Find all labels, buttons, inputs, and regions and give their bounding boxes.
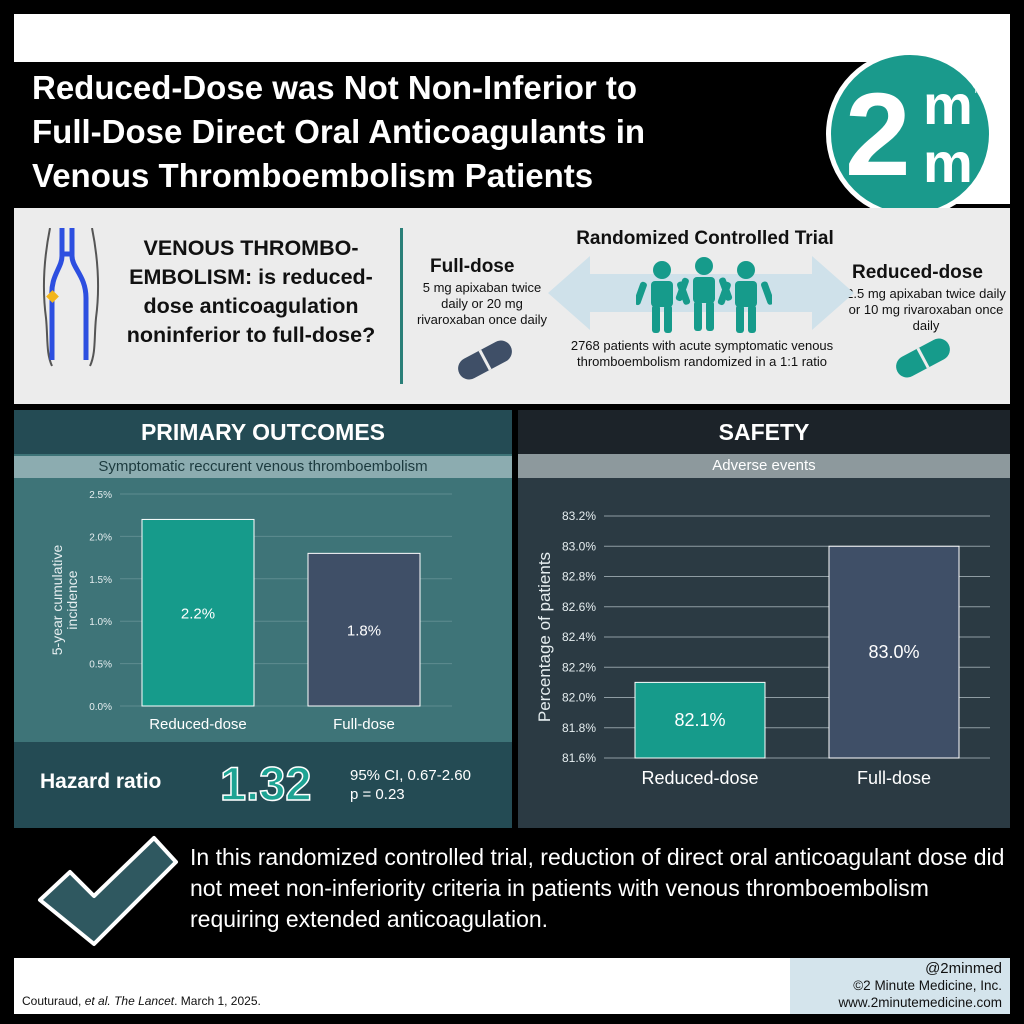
website-url: www.2minutemedicine.com <box>838 995 1002 1010</box>
x-category-label: Reduced-dose <box>641 768 758 788</box>
credit-box: @2minmed ©2 Minute Medicine, Inc. www.2m… <box>790 958 1010 1014</box>
y-tick-label: 2.0% <box>89 532 112 543</box>
x-category-label: Full-dose <box>333 716 395 733</box>
citation-author: Couturaud <box>22 994 79 1008</box>
pill-icon <box>458 340 512 380</box>
intro-band <box>14 208 1010 404</box>
y-tick-label: 82.0% <box>562 691 596 705</box>
y-axis-label: Percentage of patients <box>535 552 554 722</box>
y-tick-label: 1.5% <box>89 575 112 586</box>
p-value: p = 0.23 <box>350 786 405 803</box>
title-band <box>14 62 874 204</box>
pill-icon <box>896 338 950 378</box>
brand-logo: 2 m m TM <box>826 50 994 218</box>
bar-value-label: 83.0% <box>868 642 919 662</box>
patients-description: 2768 patients with acute symptomatic ven… <box>570 338 834 369</box>
full-dose-description: 5 mg apixaban twice daily or 20 mg rivar… <box>416 280 548 327</box>
leg-veins-icon <box>42 228 100 367</box>
title-line: Full-Dose Direct Oral Anticoagulants in <box>32 113 646 150</box>
y-tick-label: 82.6% <box>562 600 596 614</box>
citation: Couturaud, et al. The Lancet. March 1, 2… <box>22 994 261 1008</box>
checkmark-icon <box>38 836 178 946</box>
citation-date: . March 1, 2025. <box>174 994 261 1008</box>
bar-value-label: 1.8% <box>347 623 381 640</box>
intro-divider <box>400 228 403 384</box>
safety-chart: 81.6% 81.8% 82.0% 82.2% 82.4% 82.6% 82.8% 83.0%… <box>535 509 990 788</box>
bar <box>141 518 255 707</box>
reduced-dose-description: 2.5 mg apixaban twice daily or 10 mg riv… <box>846 286 1006 333</box>
y-tick-label: 81.8% <box>562 721 596 735</box>
primary-outcomes-subheading: Symptomatic reccurent venous thromboembo… <box>14 456 512 478</box>
twitter-handle: @2minmed <box>925 960 1002 977</box>
hazard-ratio-band <box>14 742 512 828</box>
y-axis-label: 5-year cumulativeincidence <box>49 545 80 656</box>
y-tick-label: 0.5% <box>89 660 112 671</box>
bar <box>307 552 421 707</box>
hazard-ratio-value: 1.32 <box>219 756 312 811</box>
y-tick-label: 82.8% <box>562 570 596 584</box>
y-tick-label: 81.6% <box>562 751 596 765</box>
bar-value-label: 82.1% <box>674 710 725 730</box>
hazard-ratio-stats: 95% CI, 0.67-2.60 p = 0.23 <box>350 766 471 804</box>
bar-value-label: 2.2% <box>181 606 215 623</box>
logo-trademark: TM <box>973 85 986 95</box>
title-line: Reduced-Dose was Not Non-Inferior to <box>32 69 638 106</box>
y-tick-label: 83.0% <box>562 539 596 553</box>
logo-m-bottom: m <box>923 131 973 194</box>
title-line: Venous Thromboembolism Patients <box>32 157 594 194</box>
logo-m-top: m <box>923 73 973 136</box>
y-tick-label: 1.0% <box>89 617 112 628</box>
x-category-label: Reduced-dose <box>149 716 247 733</box>
y-tick-label: 0.0% <box>89 702 112 713</box>
conclusion-band <box>60 836 1010 954</box>
hazard-ratio-label: Hazard ratio <box>40 770 162 793</box>
main-title: Reduced-Dose was Not Non-Inferior to Ful… <box>32 66 832 198</box>
y-tick-label: 82.2% <box>562 660 596 674</box>
y-tick-label: 82.4% <box>562 630 596 644</box>
y-tick-label: 83.2% <box>562 509 596 523</box>
bar <box>634 681 766 759</box>
people-icon <box>636 257 772 333</box>
confidence-interval: 95% CI, 0.67-2.60 <box>350 767 471 784</box>
research-question: VENOUS THROMBO-EMBOLISM: is reduced-dose… <box>126 236 376 347</box>
conclusion-text: In this randomized controlled trial, red… <box>190 844 1005 932</box>
primary-outcome-chart: 0.0% 0.5% 1.0% 1.5% 2.0% 2.5% 5-year cumulativ… <box>49 490 452 733</box>
bar <box>828 545 960 759</box>
reduced-dose-title: Reduced-dose <box>852 262 983 283</box>
safety-heading: SAFETY <box>518 410 1010 454</box>
full-dose-title: Full-dose <box>430 256 515 277</box>
y-tick-label: 2.5% <box>89 490 112 501</box>
logo-two: 2 <box>845 69 911 201</box>
primary-outcomes-heading: PRIMARY OUTCOMES <box>14 410 512 454</box>
x-category-label: Full-dose <box>857 768 931 788</box>
rct-title: Randomized Controlled Trial <box>576 228 834 249</box>
safety-subheading: Adverse events <box>518 454 1010 478</box>
copyright: ©2 Minute Medicine, Inc. <box>853 978 1002 993</box>
citation-journal: et al. The Lancet <box>84 994 175 1008</box>
